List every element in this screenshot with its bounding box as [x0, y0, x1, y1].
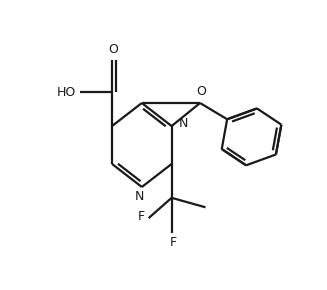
Text: N: N — [179, 117, 188, 130]
Text: HO: HO — [57, 86, 76, 99]
Text: F: F — [138, 210, 145, 223]
Text: O: O — [109, 43, 118, 56]
Text: F: F — [169, 236, 177, 249]
Text: N: N — [134, 190, 144, 203]
Text: O: O — [197, 85, 206, 98]
